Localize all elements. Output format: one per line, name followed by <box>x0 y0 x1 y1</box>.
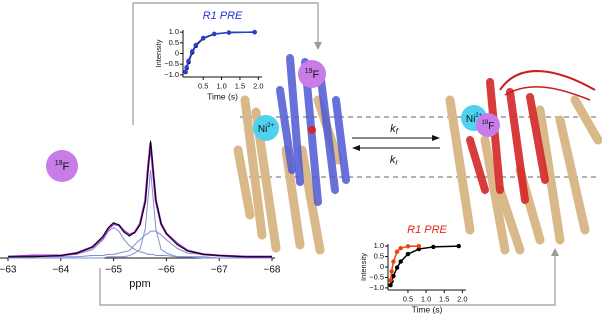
y-tick-label: −0.5 <box>369 272 384 281</box>
x-tick-label: −66 <box>158 265 175 276</box>
fluorine-label: 19F <box>482 120 495 132</box>
data-point <box>394 265 400 270</box>
y-tick-label: 1.0 <box>169 27 179 36</box>
y-tick-label: 0.5 <box>374 252 384 261</box>
data-point <box>226 30 232 35</box>
data-point <box>388 278 393 283</box>
data-point <box>405 251 411 257</box>
connector <box>132 2 319 125</box>
reverse-rate-label: kr <box>390 154 399 167</box>
data-point <box>398 245 403 251</box>
series-line <box>184 31 255 72</box>
data-point <box>201 35 206 41</box>
data-point <box>212 31 217 37</box>
fluorine-label: 19F <box>305 68 320 81</box>
protein-structure-right <box>445 70 602 255</box>
y-tick-label: 0 <box>175 48 179 57</box>
nickel-label: Ni2+ <box>466 113 483 125</box>
x-tick-label: −67 <box>211 265 228 276</box>
x-tick-label: −68 <box>264 265 281 276</box>
fluorine-marker <box>46 150 78 182</box>
arrow-head <box>551 248 559 256</box>
y-tick-label: 1.0 <box>374 241 384 250</box>
y-tick-label: −1.0 <box>369 283 384 292</box>
data-point <box>391 273 396 279</box>
chart-title: R1 PRE <box>407 224 447 236</box>
series-line <box>7 227 272 259</box>
series-line <box>184 31 255 73</box>
data-point <box>431 244 436 250</box>
x-tick-label: 0.5 <box>403 294 413 303</box>
arrow-head <box>352 145 360 151</box>
x-tick-label: −64 <box>52 265 69 276</box>
fluorine-marker <box>298 60 326 88</box>
y-tick-label: 0 <box>380 262 384 271</box>
data-point <box>405 244 411 249</box>
nickel-label: Ni2+ <box>258 123 275 135</box>
data-point <box>394 249 400 254</box>
data-point <box>193 42 199 48</box>
nickel-marker <box>253 115 279 141</box>
data-point <box>398 259 403 264</box>
data-point <box>189 49 195 54</box>
y-axis-label: Intensity <box>359 253 368 281</box>
data-point <box>186 58 191 63</box>
series-line <box>389 245 459 286</box>
arrow-head <box>432 135 440 141</box>
x-tick-label: 2.0 <box>253 81 263 90</box>
data-point <box>184 64 189 70</box>
x-tick-label: 1.0 <box>216 81 226 90</box>
x-axis-label: Time (s) <box>207 91 238 101</box>
x-tick-label: 1.5 <box>235 81 245 90</box>
data-point <box>252 29 257 35</box>
arrow-head <box>314 42 322 50</box>
x-tick-label: 1.5 <box>439 294 449 303</box>
connector <box>99 254 556 306</box>
fluorine-marker <box>476 113 500 137</box>
y-tick-label: −0.5 <box>164 59 179 68</box>
data-point <box>456 243 461 249</box>
series-line <box>8 140 272 258</box>
fluorine-label: 19F <box>55 160 70 173</box>
x-axis-label: ppm <box>129 278 150 290</box>
x-tick-label: 1.0 <box>421 294 431 303</box>
y-tick-label: 0.5 <box>169 38 179 47</box>
data-point <box>183 69 188 74</box>
x-axis-label: Time (s) <box>412 304 443 314</box>
series-line <box>8 169 272 259</box>
protein-structure-left <box>233 54 350 255</box>
x-tick-label: 0.5 <box>198 81 208 90</box>
data-point <box>388 282 393 288</box>
x-tick-label: −63 <box>0 265 17 276</box>
chart-title: R1 PRE <box>203 10 243 22</box>
x-tick-label: 2.0 <box>457 294 467 303</box>
data-point <box>389 269 394 274</box>
forward-rate-label: kf <box>390 123 399 136</box>
data-point <box>391 259 396 264</box>
y-axis-label: Intensity <box>154 39 163 67</box>
y-tick-label: −1.0 <box>164 70 179 79</box>
series-line <box>7 230 272 259</box>
x-tick-label: −65 <box>105 265 122 276</box>
data-point <box>416 243 422 249</box>
